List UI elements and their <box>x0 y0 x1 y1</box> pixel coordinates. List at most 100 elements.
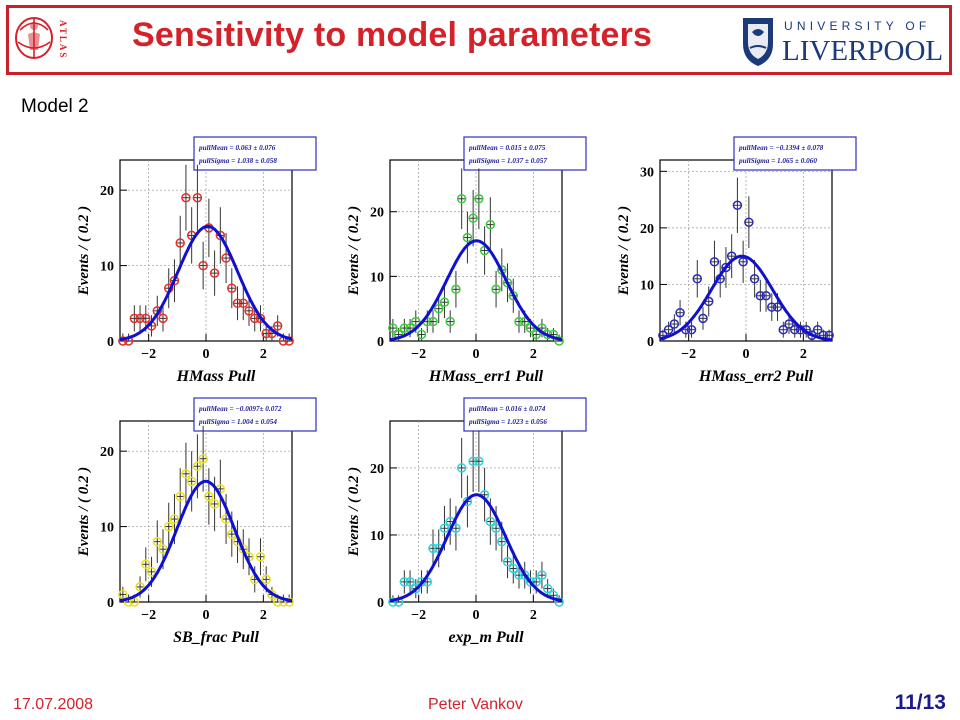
data-point <box>542 583 553 594</box>
y-axis-label: Events / ( 0.2 ) <box>346 206 362 297</box>
svg-text:UNIVERSITY OF: UNIVERSITY OF <box>784 19 930 33</box>
plot-frame <box>659 159 833 342</box>
x-axis-label: HMass_err2 Pull <box>698 368 814 385</box>
y-tick-label: 20 <box>640 222 654 237</box>
stats-entry: pullMean = 0.015 ± 0.075 <box>468 144 546 152</box>
x-tick-label: 2 <box>800 347 807 362</box>
data-point <box>118 589 128 600</box>
data-point <box>146 567 157 577</box>
data-point <box>255 552 266 562</box>
stats-entry: pullMean = 0.016 ± 0.074 <box>468 405 546 413</box>
x-axis-label: exp_m Pull <box>448 629 524 646</box>
data-point <box>519 570 530 580</box>
university-logo: UNIVERSITY OF LIVERPOOL <box>743 18 943 67</box>
data-point <box>675 307 685 318</box>
footer-author: Peter Vankov <box>428 696 523 713</box>
y-tick-label: 20 <box>100 445 114 460</box>
fit-curve <box>119 224 293 341</box>
data-point <box>456 463 467 473</box>
x-tick-label: −2 <box>411 347 426 362</box>
data-point <box>192 192 203 203</box>
y-tick-label: 20 <box>370 462 384 477</box>
x-tick-label: 0 <box>473 608 480 623</box>
x-tick-label: 2 <box>260 608 267 623</box>
page-number: 11/13 <box>894 691 946 714</box>
y-tick-label: 10 <box>100 521 114 536</box>
data-point <box>698 313 708 324</box>
y-tick-label: 10 <box>370 529 384 544</box>
data-point <box>497 536 507 547</box>
x-tick-label: −2 <box>141 608 156 623</box>
data-point <box>284 597 294 607</box>
data-point <box>175 238 185 248</box>
data-point <box>198 260 208 271</box>
data-point <box>198 453 208 464</box>
x-axis-label: HMass Pull <box>176 368 256 385</box>
data-point <box>227 283 237 293</box>
fit-curve <box>389 239 563 341</box>
x-tick-label: 2 <box>530 608 537 623</box>
data-point <box>135 582 145 592</box>
data-point <box>462 496 473 507</box>
data-point <box>204 491 214 502</box>
data-point <box>738 257 748 267</box>
stats-entry: pullMean = 0.063 ± 0.076 <box>198 144 276 152</box>
x-tick-label: −2 <box>141 347 156 362</box>
data-point <box>554 336 564 346</box>
data-point <box>508 563 519 574</box>
y-tick-label: 10 <box>100 260 114 275</box>
plot-frame <box>389 420 563 603</box>
data-point <box>456 194 467 204</box>
stats-box <box>463 397 587 432</box>
data-point <box>749 274 760 284</box>
data-point <box>181 469 191 479</box>
y-tick-label: 0 <box>107 335 114 350</box>
x-axis-label: SB_frac Pull <box>173 629 259 646</box>
data-point <box>428 316 438 327</box>
data-point <box>732 200 743 210</box>
x-tick-label: 0 <box>473 347 480 362</box>
svg-text:LIVERPOOL: LIVERPOOL <box>782 35 943 67</box>
y-tick-label: 10 <box>370 270 384 285</box>
stats-entry: pullSigma = 1.023 ± 0.056 <box>468 418 547 426</box>
plot-frame <box>389 159 563 342</box>
x-tick-label: 2 <box>260 347 267 362</box>
data-point <box>181 192 191 203</box>
y-axis-label: Events / ( 0.2 ) <box>76 206 92 297</box>
stats-entry: pullMean = −0.0097± 0.072 <box>198 405 282 413</box>
data-point <box>485 516 496 527</box>
data-point <box>152 536 163 547</box>
data-point <box>537 570 547 580</box>
data-point <box>663 324 674 335</box>
y-tick-label: 0 <box>377 596 384 611</box>
data-point <box>405 577 415 587</box>
x-tick-label: 2 <box>530 347 537 362</box>
data-point <box>474 456 484 466</box>
data-point <box>141 559 151 570</box>
data-point <box>158 544 168 554</box>
header-banner <box>6 5 952 75</box>
data-point <box>709 257 720 267</box>
data-point <box>502 278 513 288</box>
x-tick-label: −2 <box>411 608 426 623</box>
model-label: Model 2 <box>21 96 89 117</box>
atlas-logo: ATLAS <box>15 17 68 59</box>
data-point <box>491 523 501 534</box>
data-point <box>411 316 421 327</box>
data-point <box>686 324 697 335</box>
footer-date: 17.07.2008 <box>13 696 94 713</box>
stats-entry: pullSigma = 1.004 ± 0.054 <box>198 418 277 426</box>
stats-box <box>733 136 857 171</box>
data-point <box>163 521 174 532</box>
data-point <box>761 291 771 301</box>
data-point <box>778 324 789 335</box>
y-tick-label: 0 <box>647 335 654 350</box>
data-point <box>158 313 168 324</box>
x-tick-label: 0 <box>743 347 750 362</box>
data-point <box>468 213 478 223</box>
data-point <box>416 329 427 340</box>
data-point <box>784 319 794 329</box>
data-point <box>221 253 231 263</box>
